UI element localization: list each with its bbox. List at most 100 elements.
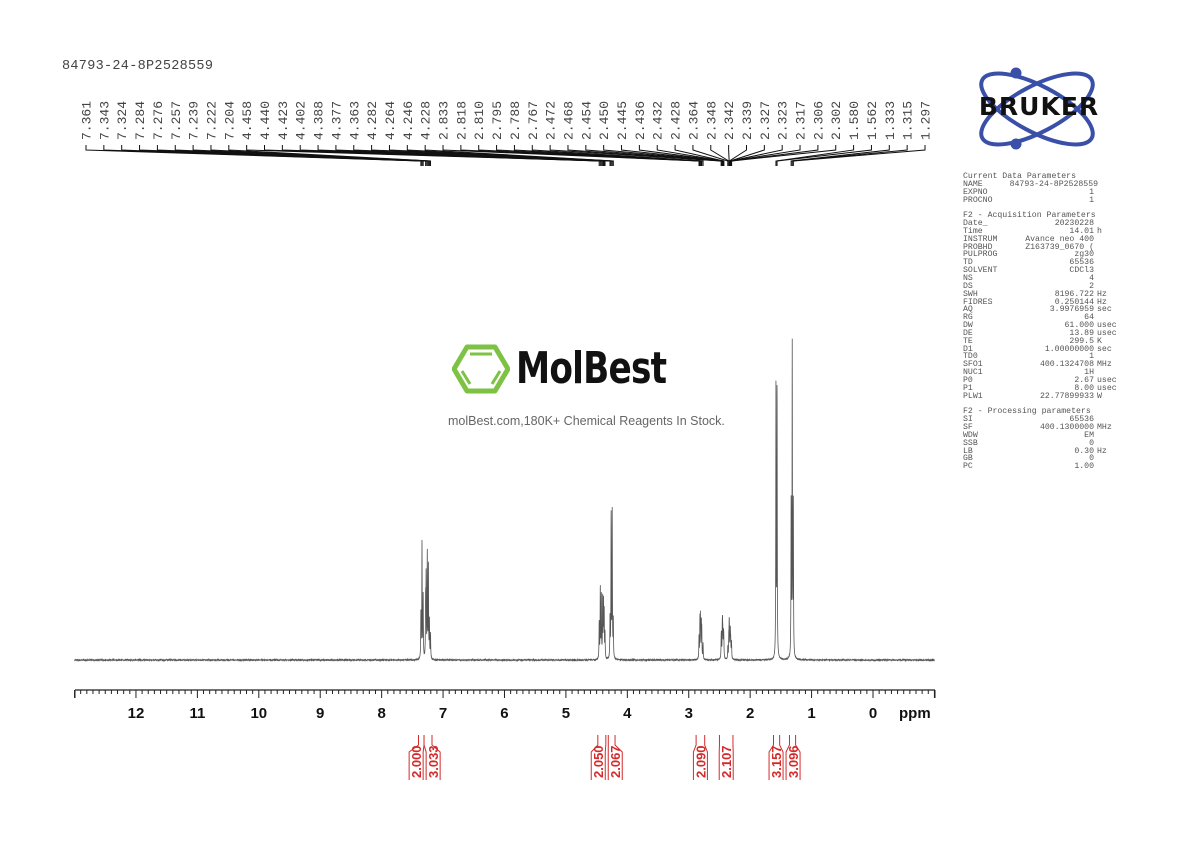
param-value: 65536 xyxy=(1069,258,1094,268)
peak-label: 4.264 xyxy=(383,101,398,140)
param-unit xyxy=(1094,197,1121,205)
param-row: NAME 84793-24-8P2528559 xyxy=(963,179,1121,189)
param-value: 1.00 xyxy=(1074,462,1094,472)
integral-value: 2.050 xyxy=(591,745,606,778)
integral-bracket-right xyxy=(614,735,623,780)
peak-label: 2.364 xyxy=(686,101,701,140)
peak-label: 4.282 xyxy=(365,101,380,140)
integral-bracket-left xyxy=(590,735,599,780)
param-key: P1 xyxy=(963,383,973,393)
param-row: PLW1 22.77899933 W xyxy=(963,392,1121,401)
peak-label: 1.297 xyxy=(919,101,934,140)
bruker-logo: BRUKER xyxy=(955,62,1120,157)
x-tick-label: 9 xyxy=(316,705,324,722)
peak-connector xyxy=(531,145,704,166)
param-value: 20230228 xyxy=(1054,219,1094,229)
peak-label: 7.324 xyxy=(115,101,130,140)
param-unit xyxy=(1098,181,1121,189)
param-value: 1 xyxy=(1089,352,1094,362)
peak-connector xyxy=(728,145,747,166)
peak-label: 2.767 xyxy=(526,101,541,140)
peak-label: 7.284 xyxy=(133,101,148,140)
integral: 2.000 xyxy=(408,735,425,780)
param-row: NUC1 1H xyxy=(963,369,1121,377)
param-unit: Hz xyxy=(1097,446,1107,456)
x-tick-label: 6 xyxy=(500,705,508,722)
peak-label: 7.239 xyxy=(187,101,202,140)
peak-connector xyxy=(710,145,730,166)
param-value: 14.01 xyxy=(1069,226,1094,236)
param-row: EXPNO 1 xyxy=(963,187,1121,197)
peak-label: 2.450 xyxy=(597,101,612,140)
peak-label: 4.228 xyxy=(419,101,434,140)
x-tick-label: 7 xyxy=(439,705,447,722)
integral-bracket-left xyxy=(692,735,697,780)
param-section-header: Current Data Parameters xyxy=(963,172,1077,181)
param-key: SFO1 xyxy=(963,360,983,370)
integral-bracket-right xyxy=(704,735,708,780)
peak-connector xyxy=(792,145,926,166)
peak-connector xyxy=(406,145,613,166)
param-unit xyxy=(1094,259,1121,267)
param-unit: MHz xyxy=(1097,360,1112,370)
param-unit: usec xyxy=(1097,383,1117,393)
peak-label: 2.795 xyxy=(490,101,505,140)
peak-connector xyxy=(790,145,890,166)
param-value: 84793-24-8P2528559 xyxy=(1009,179,1099,189)
peak-label: 4.402 xyxy=(294,101,309,140)
x-tick-label: 10 xyxy=(250,705,267,722)
integral: 2.107 xyxy=(718,735,734,780)
param-key: TD xyxy=(963,258,973,268)
peak-label: 2.428 xyxy=(669,101,684,140)
param-key: GB xyxy=(963,454,973,464)
x-axis-label: ppm xyxy=(899,705,931,722)
param-key: D1 xyxy=(963,344,973,354)
param-unit: usec xyxy=(1097,321,1117,331)
param-unit: usec xyxy=(1097,375,1117,385)
param-row: DW 61.000 usec xyxy=(963,322,1121,330)
integral-bracket-right xyxy=(604,735,607,780)
param-row: SI 65536 xyxy=(963,416,1121,424)
param-row: TD 65536 xyxy=(963,259,1121,267)
peak-connector xyxy=(730,145,801,166)
param-key: DE xyxy=(963,328,973,338)
peak-label: 2.306 xyxy=(811,101,826,140)
param-value: zg30 xyxy=(1074,250,1094,260)
param-row: SWH 8196.722 Hz xyxy=(963,290,1121,299)
param-key: PROCNO xyxy=(963,195,993,205)
molbest-watermark: MolBest xyxy=(452,343,709,394)
param-row: SSB 0 xyxy=(963,438,1121,448)
peak-label: 2.327 xyxy=(758,101,773,140)
param-key: PROBHD xyxy=(963,242,993,252)
param-row: D1 1.00000000 sec xyxy=(963,344,1121,354)
integral-bracket-left xyxy=(785,735,790,780)
param-unit: usec xyxy=(1097,328,1117,338)
param-row: NS 4 xyxy=(963,274,1121,283)
peak-label: 2.302 xyxy=(829,101,844,140)
param-value: 0 xyxy=(1089,438,1094,448)
molbest-hexagon-icon xyxy=(452,344,510,393)
param-key: PC xyxy=(963,462,973,472)
param-row: INSTRUM Avance neo 400 xyxy=(963,235,1121,244)
peak-label: 4.363 xyxy=(347,101,362,140)
peak-connector xyxy=(791,145,908,166)
peak-label: 2.436 xyxy=(633,101,648,140)
param-value: EM xyxy=(1084,430,1094,440)
peak-label: 2.342 xyxy=(722,101,737,140)
param-key: SSB xyxy=(963,438,978,448)
param-unit: MHz xyxy=(1097,423,1112,432)
atom-orbit-icon xyxy=(979,67,1095,150)
param-value: 1 xyxy=(1089,195,1094,205)
integral: 2.090 xyxy=(692,735,708,780)
param-row: GB 0 xyxy=(963,455,1121,463)
param-row: PROCNO 1 xyxy=(963,195,1121,205)
integral-value: 2.000 xyxy=(409,745,424,778)
nmr-spectrum-chart: 7.361 7.343 7.324 7.284 7.276 7.257 7.239 7.222… xyxy=(74,101,936,780)
param-key: Time xyxy=(963,226,983,236)
param-row: FIDRES 0.250144 Hz xyxy=(963,298,1121,307)
param-key: SOLVENT xyxy=(963,266,998,276)
param-key: EXPNO xyxy=(963,187,988,197)
peak-label: 2.317 xyxy=(794,101,809,140)
integral-bracket-left xyxy=(768,735,774,780)
peak-label: 7.361 xyxy=(80,101,95,140)
